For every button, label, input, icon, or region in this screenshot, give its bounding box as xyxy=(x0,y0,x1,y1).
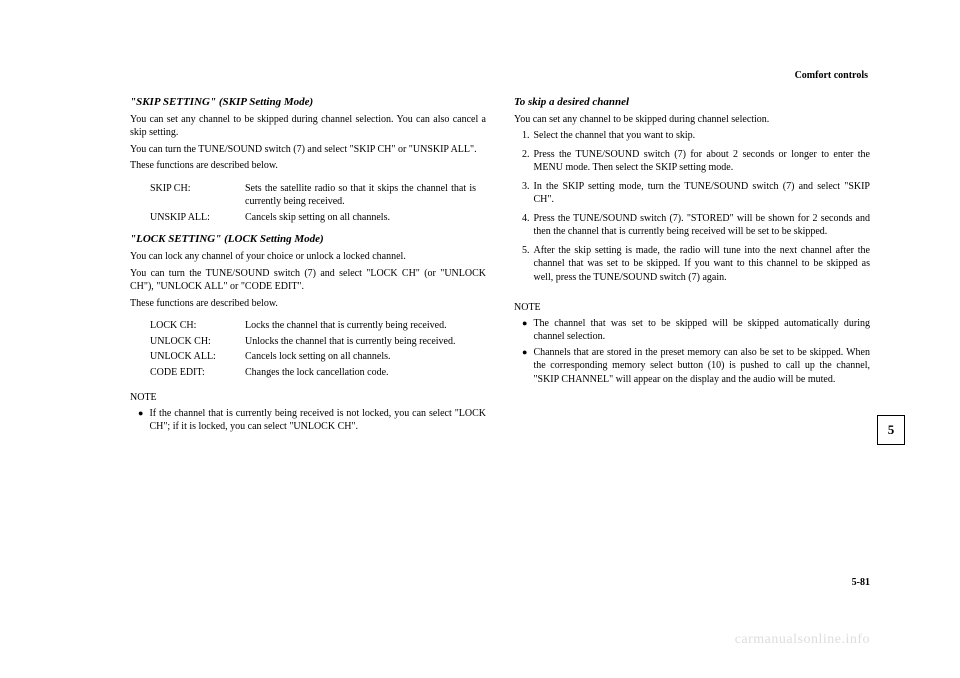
step-item: 3. In the SKIP setting mode, turn the TU… xyxy=(514,180,870,207)
lock-table: LOCK CH: Locks the channel that is curre… xyxy=(130,313,486,387)
table-row: SKIP CH: Sets the satellite radio so tha… xyxy=(150,182,476,209)
step-text: After the skip setting is made, the radi… xyxy=(534,244,871,285)
skip-p2: You can turn the TUNE/SOUND switch (7) a… xyxy=(130,143,486,157)
lock-title: "LOCK SETTING" (LOCK Setting Mode) xyxy=(130,232,486,247)
table-row: UNLOCK ALL: Cancels lock setting on all … xyxy=(150,350,476,364)
step-item: 5. After the skip setting is made, the r… xyxy=(514,244,870,285)
right-title: To skip a desired channel xyxy=(514,95,870,110)
row-desc: Sets the satellite radio so that it skip… xyxy=(245,182,476,209)
note-label: NOTE xyxy=(130,391,486,405)
row-label: CODE EDIT: xyxy=(150,366,245,380)
step-text: Press the TUNE/SOUND switch (7). "STORED… xyxy=(534,212,871,239)
header-section: Comfort controls xyxy=(795,70,868,81)
bullet-text: Channels that are stored in the preset m… xyxy=(533,346,870,387)
note-bullet-item: ● If the channel that is currently being… xyxy=(130,407,486,434)
step-num: 4. xyxy=(522,212,530,239)
right-p1: You can set any channel to be skipped du… xyxy=(514,113,870,127)
skip-title: "SKIP SETTING" (SKIP Setting Mode) xyxy=(130,95,486,110)
row-desc: Unlocks the channel that is currently be… xyxy=(245,335,476,349)
row-desc: Locks the channel that is currently bein… xyxy=(245,319,476,333)
skip-p3: These functions are described below. xyxy=(130,159,486,173)
step-text: Select the channel that you want to skip… xyxy=(534,129,871,143)
lock-p3: These functions are described below. xyxy=(130,297,486,311)
row-label: UNLOCK CH: xyxy=(150,335,245,349)
chapter-tab: 5 xyxy=(877,415,905,445)
bullet-text: If the channel that is currently being r… xyxy=(149,407,486,434)
left-column: "SKIP SETTING" (SKIP Setting Mode) You c… xyxy=(130,95,486,436)
watermark: carmanualsonline.info xyxy=(735,632,870,648)
row-label: LOCK CH: xyxy=(150,319,245,333)
row-label: UNSKIP ALL: xyxy=(150,211,245,225)
note-label: NOTE xyxy=(514,301,870,315)
row-label: UNLOCK ALL: xyxy=(150,350,245,364)
table-row: UNSKIP ALL: Cancels skip setting on all … xyxy=(150,211,476,225)
skip-table: SKIP CH: Sets the satellite radio so tha… xyxy=(130,176,486,233)
bullet-icon: ● xyxy=(138,407,143,434)
table-row: UNLOCK CH: Unlocks the channel that is c… xyxy=(150,335,476,349)
bullet-icon: ● xyxy=(522,317,527,344)
step-num: 3. xyxy=(522,180,530,207)
row-desc: Changes the lock cancellation code. xyxy=(245,366,476,380)
step-num: 5. xyxy=(522,244,530,285)
step-item: 2. Press the TUNE/SOUND switch (7) for a… xyxy=(514,148,870,175)
bullet-icon: ● xyxy=(522,346,527,387)
table-row: LOCK CH: Locks the channel that is curre… xyxy=(150,319,476,333)
note-bullet-item: ● The channel that was set to be skipped… xyxy=(514,317,870,344)
right-column: To skip a desired channel You can set an… xyxy=(514,95,870,436)
row-desc: Cancels skip setting on all channels. xyxy=(245,211,476,225)
skip-p1: You can set any channel to be skipped du… xyxy=(130,113,486,140)
table-row: CODE EDIT: Changes the lock cancellation… xyxy=(150,366,476,380)
step-num: 1. xyxy=(522,129,530,143)
lock-p2: You can turn the TUNE/SOUND switch (7) a… xyxy=(130,267,486,294)
step-text: Press the TUNE/SOUND switch (7) for abou… xyxy=(534,148,871,175)
step-num: 2. xyxy=(522,148,530,175)
step-item: 1. Select the channel that you want to s… xyxy=(514,129,870,143)
note-bullet-item: ● Channels that are stored in the preset… xyxy=(514,346,870,387)
step-item: 4. Press the TUNE/SOUND switch (7). "STO… xyxy=(514,212,870,239)
row-desc: Cancels lock setting on all channels. xyxy=(245,350,476,364)
bullet-text: The channel that was set to be skipped w… xyxy=(533,317,870,344)
step-text: In the SKIP setting mode, turn the TUNE/… xyxy=(534,180,871,207)
row-label: SKIP CH: xyxy=(150,182,245,209)
page-number: 5-81 xyxy=(852,577,870,588)
lock-p1: You can lock any channel of your choice … xyxy=(130,250,486,264)
